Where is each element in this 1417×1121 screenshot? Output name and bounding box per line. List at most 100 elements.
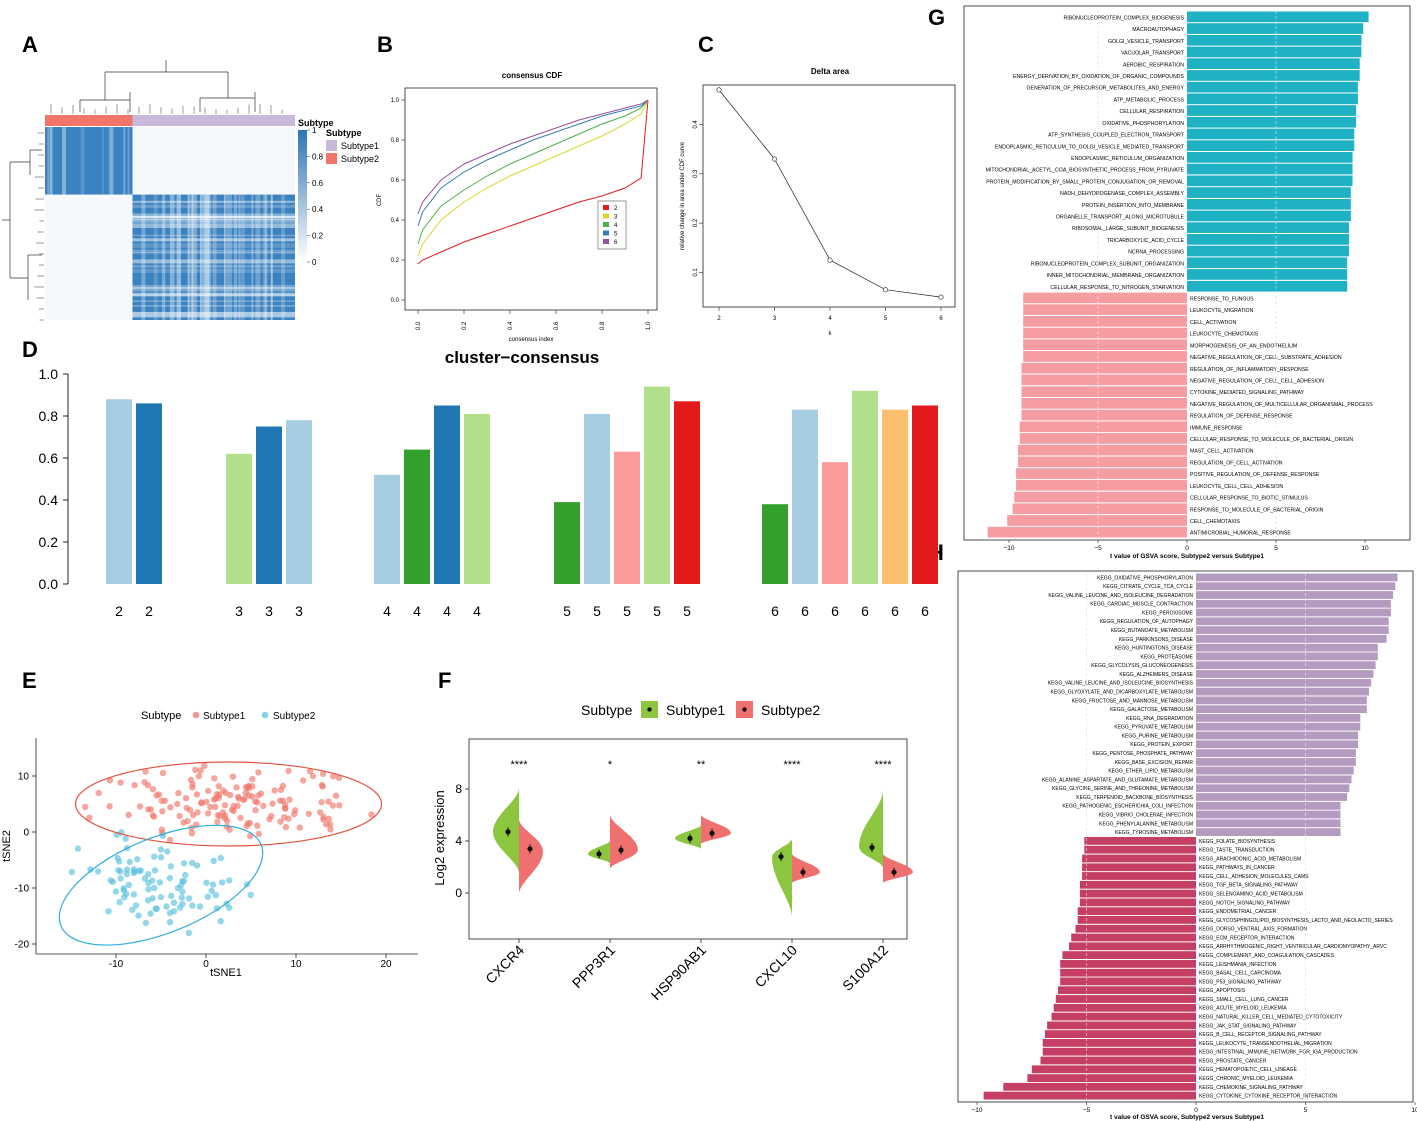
pathway-label: LEUKOCYTE_CHEMOTAXIS	[1190, 332, 1259, 338]
heatmap-stripe	[80, 127, 85, 195]
pathway-bar	[1196, 793, 1348, 801]
tsne-point-subtype2	[185, 929, 192, 937]
cdf-line-k2	[417, 99, 649, 265]
panel-label-a: A	[22, 32, 38, 57]
y-tick-label: 0	[455, 886, 462, 900]
pathway-bar	[1082, 854, 1196, 863]
pathway-bar	[1042, 1039, 1196, 1047]
tsne-point-subtype2	[166, 874, 174, 882]
tsne-point-subtype2	[130, 866, 138, 873]
x-tick-label: 5	[1274, 545, 1278, 552]
pathway-bar	[1196, 643, 1378, 652]
tsne-point-subtype2	[196, 903, 204, 910]
tsne-point-subtype1	[329, 802, 337, 809]
heatmap-stripe	[132, 204, 295, 209]
pathway-bar	[1187, 257, 1348, 269]
heatmap-stripe	[132, 312, 295, 318]
tsne-point-subtype1	[195, 773, 203, 780]
x-tick-label: 2	[717, 316, 721, 322]
x-tick-label: CXCR4	[482, 942, 527, 987]
pathway-label: TRICARBOXYLIC_ACID_CYCLE	[1107, 238, 1185, 244]
bar-k4-2	[404, 449, 430, 584]
tsne-point-subtype1	[193, 791, 201, 798]
heatmap-stripe	[110, 127, 114, 195]
heatmap-stripe	[62, 127, 66, 195]
tsne-point-subtype1	[210, 796, 218, 803]
pathway-label: NEGATIVE_REGULATION_OF_CELL_SUBSTRATE_AD…	[1190, 355, 1342, 361]
x-tick-label: 1.0	[646, 321, 652, 330]
tsne-point-subtype1	[285, 767, 292, 775]
scale-tick-label: 1	[312, 126, 317, 135]
pathway-label: KEGG_INTESTINAL_IMMUNE_NETWORK_FOR_IGA_P…	[1199, 1050, 1358, 1056]
bar-k6-6	[912, 405, 938, 584]
pathway-label: KEGG_LEISHMANIA_INFECTION	[1199, 962, 1277, 968]
pathway-label: KEGG_B_CELL_RECEPTOR_SIGNALING_PATHWAY	[1199, 1032, 1322, 1038]
tsne-point-subtype2	[168, 892, 175, 900]
pathway-bar	[1187, 58, 1360, 69]
heatmap-stripe	[201, 194, 204, 320]
tsne-point-subtype2	[94, 868, 102, 875]
pathway-label: KEGG_LEUKOCYTE_TRANSENDOTHELIAL_MIGRATIO…	[1199, 1041, 1332, 1047]
tsne-point-subtype2	[109, 878, 117, 885]
pathway-label: REGULATION_OF_DEFENSE_RESPONSE	[1190, 414, 1293, 420]
x-axis-label: consensus index	[509, 337, 554, 343]
column-dendrogram	[50, 60, 283, 114]
tsne-point-subtype1	[299, 777, 307, 784]
legend-swatch-subtype1	[326, 140, 337, 151]
heatmap-stripe	[49, 127, 53, 195]
pathway-label: KEGG_TASTE_TRANSDUCTION	[1199, 848, 1275, 854]
pathway-label: KEGG_PROSTATE_CANCER	[1199, 1058, 1267, 1064]
pathway-label: RESPONSE_TO_FUNGUS	[1190, 297, 1254, 303]
pathway-bar	[1196, 722, 1361, 731]
heatmap-stripe	[132, 286, 295, 289]
pathway-bar	[1084, 845, 1196, 854]
tsne-point-subtype1	[166, 836, 174, 844]
pathway-bar	[1196, 749, 1356, 757]
legend-title: Subtype	[141, 710, 181, 722]
heatmap-stripe	[108, 127, 112, 195]
legend-label-subtype2: Subtype2	[273, 711, 316, 722]
y-axis-label: Log2 expression	[432, 790, 447, 885]
x-tick-label: -10	[109, 959, 124, 970]
tsne-point-subtype1	[82, 803, 89, 810]
tsne-point-subtype1	[368, 811, 375, 818]
heatmap-stripe	[132, 268, 295, 273]
pathway-label: KEGG_ARACHIDONIC_ACID_METABOLISM	[1199, 856, 1301, 862]
significance-label: ****	[783, 759, 801, 771]
tsne-point-subtype2	[135, 912, 142, 919]
tsne-point-subtype1	[207, 803, 214, 811]
panel-label-g: G	[928, 5, 945, 30]
tsne-point-subtype2	[149, 877, 156, 884]
pathway-label: ANTIMICROBIAL_HUMORAL_RESPONSE	[1190, 531, 1291, 537]
tsne-point-subtype1	[279, 782, 287, 790]
tsne-point-subtype2	[123, 870, 131, 878]
pathway-label: RIBONUCLEOPROTEIN_COMPLEX_BIOGENESIS	[1064, 15, 1185, 21]
x-tick-label: 10	[290, 959, 302, 970]
pathway-label: KEGG_PATHWAYS_IN_CANCER	[1199, 865, 1275, 871]
tsne-point-subtype1	[175, 789, 182, 797]
legend-swatch-k4	[603, 222, 609, 227]
tsne-point-subtype1	[182, 795, 190, 802]
tsne-point-subtype1	[255, 830, 262, 838]
x-axis-ticks: −10 −5 0 5 10	[971, 1102, 1417, 1114]
tsne-point-subtype2	[182, 871, 189, 879]
heatmap-stripe	[191, 194, 197, 320]
x-tick-label: 10	[1361, 545, 1369, 552]
heatmap-stripe	[141, 194, 146, 320]
panel-label-e: E	[22, 668, 37, 693]
pathway-bar	[1187, 34, 1362, 46]
legend-point	[742, 707, 747, 712]
pathway-label: KEGG_SELENOAMINO_ACID_METABOLISM	[1199, 892, 1303, 898]
legend-label-subtype1: Subtype1	[341, 141, 379, 151]
tsne-point-subtype2	[117, 868, 124, 875]
bar-label: 6	[891, 603, 899, 619]
heatmap-stripe	[238, 194, 241, 320]
tsne-point-subtype1	[327, 821, 334, 828]
pathway-label: KEGG_FOLATE_BIOSYNTHESIS	[1199, 839, 1276, 845]
pathway-label: KEGG_GLYCINE_SERINE_AND_THREONINE_METABO…	[1052, 786, 1193, 792]
x-tick-label: HSP90AB1	[648, 942, 710, 1004]
mean-point-subtype2-cxcr4	[527, 846, 533, 852]
cdf-line-k6	[417, 99, 649, 215]
tsne-point-subtype1	[247, 833, 254, 840]
consensus-matrix	[45, 127, 295, 320]
